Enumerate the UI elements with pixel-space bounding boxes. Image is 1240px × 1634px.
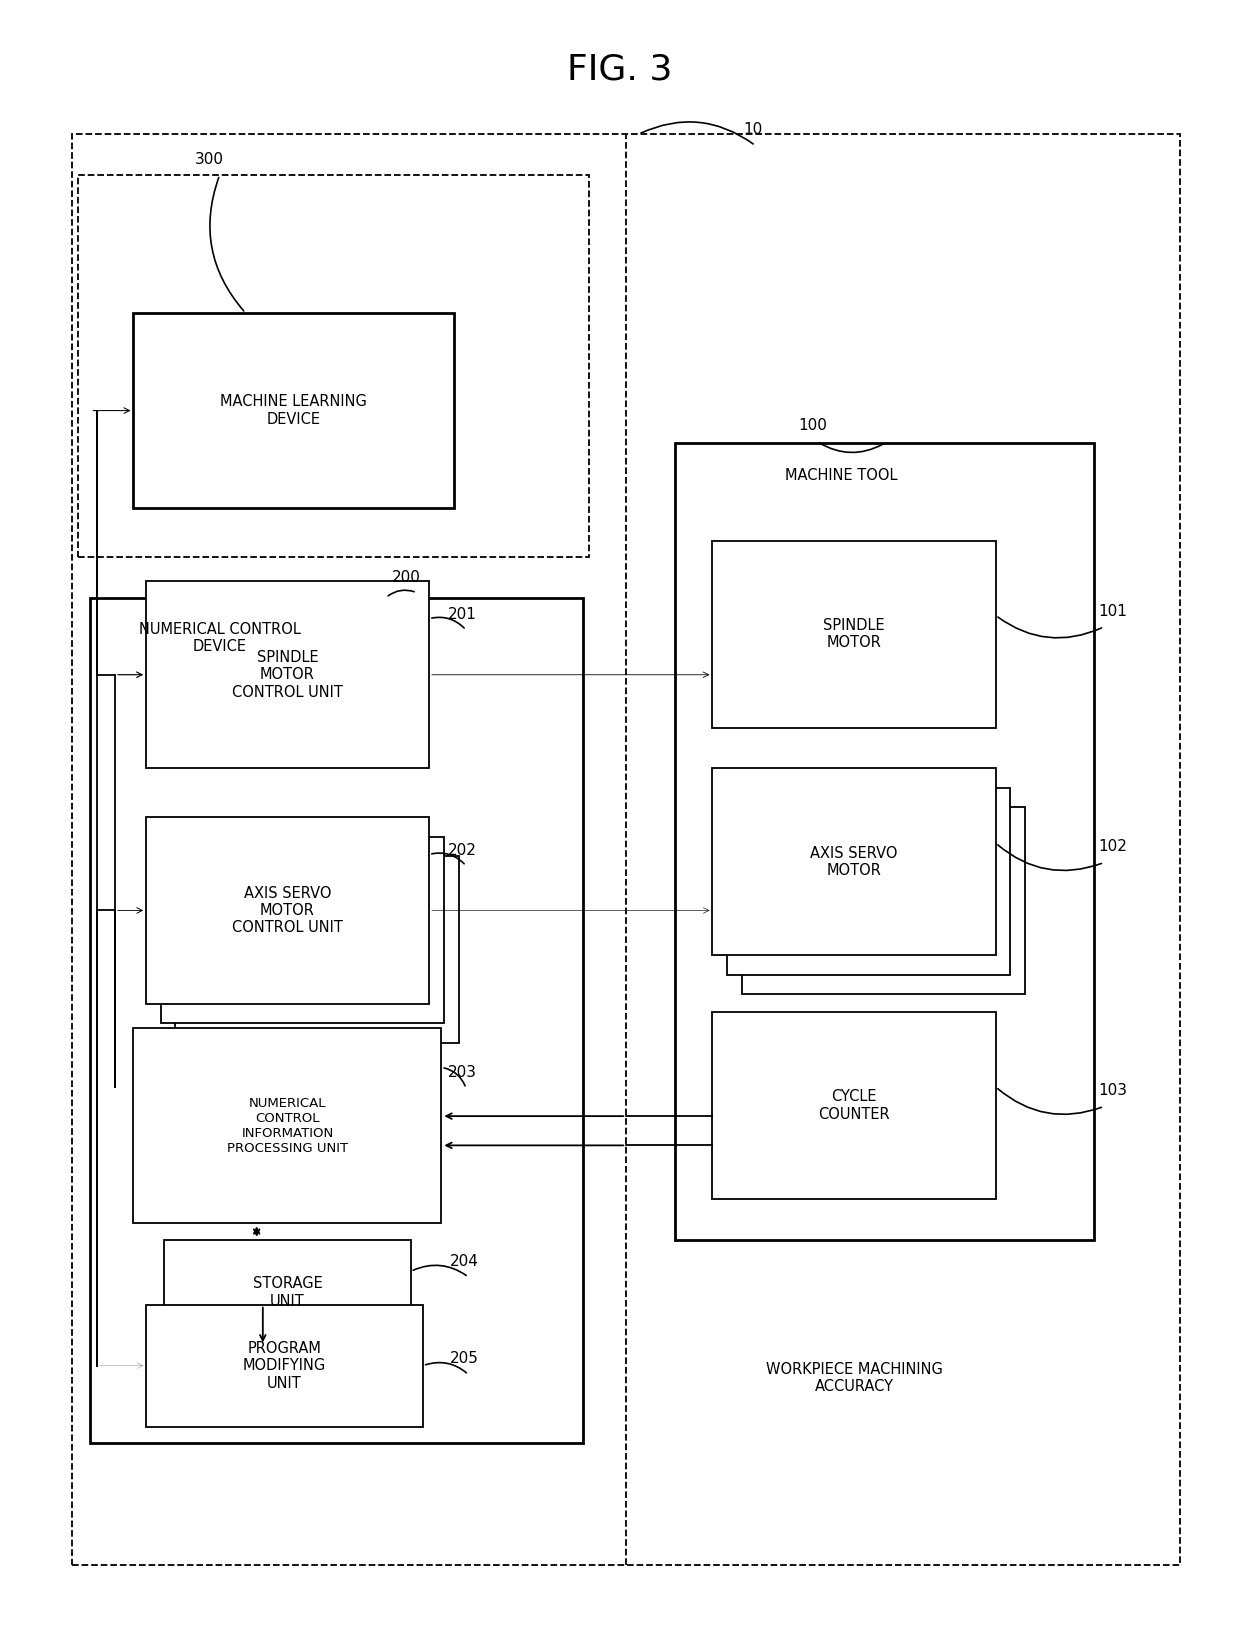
- Bar: [164, 1240, 410, 1345]
- Text: 101: 101: [1097, 603, 1127, 619]
- Text: NUMERICAL
CONTROL
INFORMATION
PROCESSING UNIT: NUMERICAL CONTROL INFORMATION PROCESSING…: [227, 1096, 348, 1155]
- Bar: [175, 856, 459, 1042]
- Bar: [91, 598, 583, 1443]
- Bar: [134, 1028, 441, 1224]
- Text: 103: 103: [1097, 1083, 1127, 1098]
- Bar: [742, 807, 1025, 993]
- Bar: [146, 582, 429, 768]
- Text: MACHINE LEARNING
DEVICE: MACHINE LEARNING DEVICE: [221, 394, 367, 426]
- Bar: [78, 175, 589, 557]
- Text: CYCLE
COUNTER: CYCLE COUNTER: [818, 1090, 890, 1123]
- Bar: [161, 837, 444, 1023]
- Text: FIG. 3: FIG. 3: [568, 52, 672, 87]
- Text: 204: 204: [450, 1253, 479, 1270]
- Bar: [712, 541, 996, 727]
- Text: STORAGE
UNIT: STORAGE UNIT: [253, 1276, 322, 1309]
- Text: 203: 203: [448, 1065, 476, 1080]
- Text: AXIS SERVO
MOTOR: AXIS SERVO MOTOR: [810, 845, 898, 877]
- Bar: [134, 314, 454, 508]
- Bar: [727, 788, 1011, 975]
- Text: SPINDLE
MOTOR: SPINDLE MOTOR: [823, 618, 885, 650]
- Bar: [72, 134, 1180, 1565]
- Text: 202: 202: [448, 843, 476, 858]
- Bar: [146, 1304, 423, 1426]
- Text: 100: 100: [799, 418, 827, 433]
- Bar: [712, 1011, 996, 1199]
- Text: 205: 205: [450, 1351, 479, 1366]
- Text: 200: 200: [392, 570, 422, 585]
- Text: 300: 300: [195, 152, 224, 167]
- Text: SPINDLE
MOTOR
CONTROL UNIT: SPINDLE MOTOR CONTROL UNIT: [232, 650, 343, 699]
- Text: 10: 10: [743, 123, 763, 137]
- Bar: [712, 768, 996, 956]
- Text: 201: 201: [448, 606, 476, 623]
- Text: 102: 102: [1097, 840, 1127, 855]
- Bar: [146, 817, 429, 1003]
- Text: NUMERICAL CONTROL
DEVICE: NUMERICAL CONTROL DEVICE: [139, 623, 300, 654]
- Bar: [676, 443, 1094, 1240]
- Text: MACHINE TOOL: MACHINE TOOL: [785, 467, 898, 484]
- Text: PROGRAM
MODIFYING
UNIT: PROGRAM MODIFYING UNIT: [243, 1342, 326, 1391]
- Text: AXIS SERVO
MOTOR
CONTROL UNIT: AXIS SERVO MOTOR CONTROL UNIT: [232, 886, 343, 935]
- Text: WORKPIECE MACHINING
ACCURACY: WORKPIECE MACHINING ACCURACY: [765, 1361, 942, 1394]
